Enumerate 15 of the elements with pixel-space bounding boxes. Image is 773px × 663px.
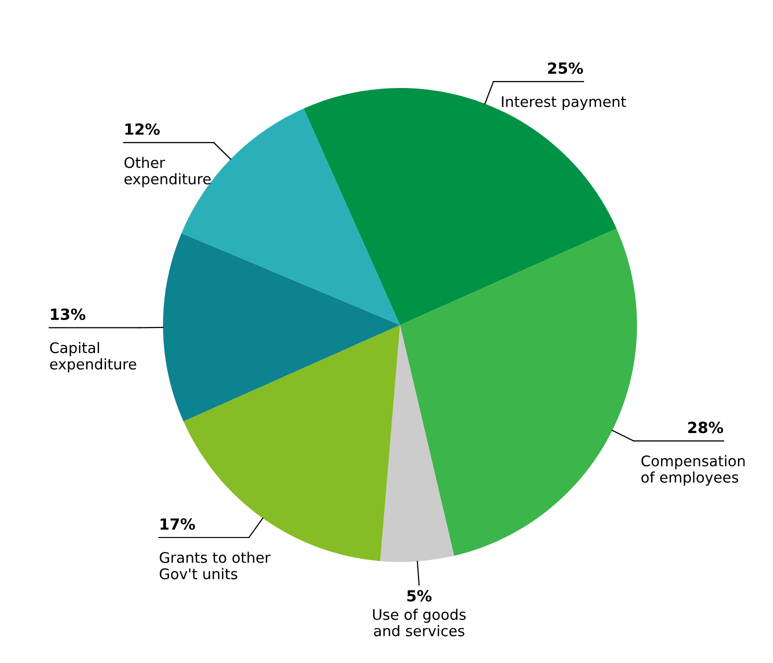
pie-slice bbox=[400, 228, 637, 556]
slice-label: Capital expenditure bbox=[50, 342, 136, 372]
data-label: 13% bbox=[50, 308, 86, 320]
slice-label: Grants to other Gov't units bbox=[160, 552, 270, 580]
slice-label: Compensation of employees bbox=[641, 455, 745, 486]
data-label: 5% bbox=[407, 590, 432, 602]
pie-slice bbox=[163, 233, 400, 422]
pie-slice bbox=[380, 325, 454, 562]
data-label: 12% bbox=[125, 123, 160, 135]
data-label: 17% bbox=[160, 518, 196, 530]
data-label: 28% bbox=[688, 422, 724, 434]
slice-label: Use of goods and services bbox=[373, 608, 466, 636]
data-label: 25% bbox=[548, 62, 583, 74]
slice-label: Other expenditure bbox=[124, 156, 211, 188]
slice-label: Interest payment bbox=[502, 96, 626, 110]
